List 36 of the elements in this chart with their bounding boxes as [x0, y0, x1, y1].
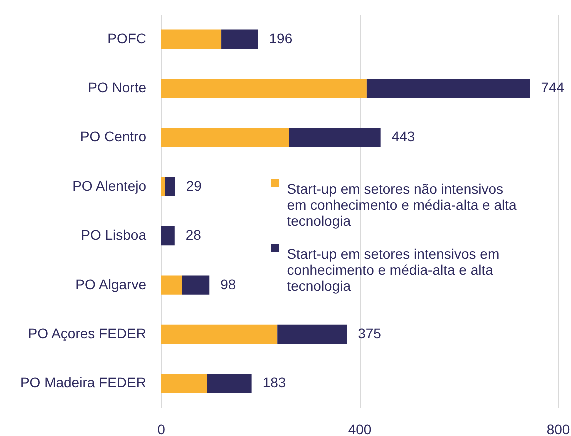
y-tick-label: PO Madeira FEDER — [20, 374, 146, 391]
bar — [165, 177, 176, 196]
bar — [161, 128, 290, 148]
bar — [207, 374, 252, 394]
bar — [289, 128, 381, 148]
bar — [366, 78, 530, 98]
y-tick-label: POFC — [108, 30, 146, 46]
bar — [278, 324, 348, 344]
y-tick-label: PO Alentejo — [72, 178, 147, 194]
total-label: 98 — [220, 276, 236, 292]
total-label: 375 — [358, 325, 382, 342]
total-label: 29 — [186, 178, 202, 194]
bar — [161, 226, 175, 246]
y-tick-label: PO Lisboa — [81, 227, 147, 244]
bar — [161, 324, 278, 344]
bar — [161, 177, 166, 196]
bar — [161, 374, 208, 394]
legend-label: Start-up em setores intensivos em conhecimento e média-alta e alta tecnologia — [287, 246, 500, 294]
bar — [222, 30, 258, 49]
bar — [161, 78, 367, 98]
legend-label: Start-up em setores não intensivos em conhecimento e média-alta e alta tecnologia — [287, 181, 517, 230]
bar — [161, 30, 222, 49]
y-tick-label: PO Açores FEDER — [28, 325, 146, 342]
x-tick-label: 0 — [158, 422, 166, 436]
total-label: 443 — [392, 128, 416, 145]
x-tick-label: 400 — [348, 422, 372, 436]
y-tick-label: PO Algarve — [76, 276, 147, 292]
total-label: 183 — [262, 374, 286, 391]
y-tick-label: PO Centro — [80, 128, 147, 145]
bar — [161, 276, 182, 295]
total-label: 744 — [541, 80, 565, 96]
x-tick-label: 800 — [546, 422, 570, 436]
total-label: 196 — [269, 30, 293, 46]
total-label: 28 — [186, 227, 202, 244]
y-tick-label: PO Norte — [88, 80, 147, 96]
bar — [182, 276, 210, 295]
